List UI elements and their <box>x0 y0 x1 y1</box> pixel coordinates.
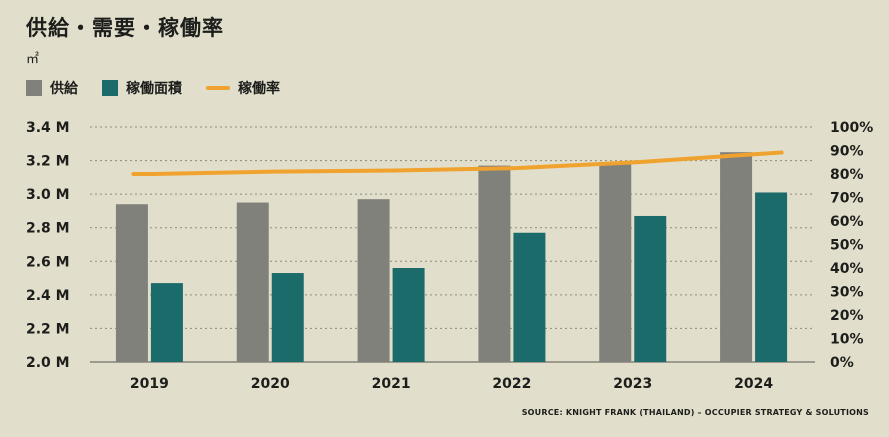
legend-label-supply: 供給 <box>50 81 78 97</box>
unit-label: ㎡ <box>26 52 40 67</box>
x-tick-label: 2022 <box>492 376 531 392</box>
occupancy-rate-line <box>131 150 784 176</box>
y-right-tick-label: 50% <box>830 238 864 254</box>
y-right-tick-label: 90% <box>830 144 864 160</box>
legend-swatch-supply <box>26 80 42 96</box>
legend: 供給 稼働面積 稼働率 <box>26 78 304 98</box>
legend-label-occupancy-rate: 稼働率 <box>238 81 280 97</box>
legend-item-occupancy-rate: 稼働率 <box>206 78 280 98</box>
bar-occupied-area <box>634 215 667 362</box>
bar-supply <box>599 162 632 362</box>
y-left-tick-label: 3.2 M <box>26 154 70 170</box>
y-right-tick-label: 30% <box>830 285 864 301</box>
y-right-tick-label: 80% <box>830 167 864 183</box>
y-right-tick-label: 0% <box>830 355 854 371</box>
y-right-tick-label: 60% <box>830 214 864 230</box>
y-left-tick-label: 2.8 M <box>26 221 70 237</box>
bar-occupied-area <box>755 192 788 362</box>
bar-occupied-area <box>392 268 425 362</box>
legend-swatch-occupancy-rate <box>206 86 230 90</box>
y-left-tick-label: 2.2 M <box>26 321 70 337</box>
bar-occupied-area <box>271 273 304 362</box>
bar-supply <box>720 152 753 362</box>
legend-label-occupied-area: 稼働面積 <box>126 81 182 97</box>
bar-supply <box>478 165 511 362</box>
y-right-tick-label: 40% <box>830 261 864 277</box>
y-right-tick-label: 100% <box>830 120 873 136</box>
x-tick-label: 2023 <box>613 376 652 392</box>
y-left-tick-label: 2.6 M <box>26 254 70 270</box>
legend-item-supply: 供給 <box>26 78 78 98</box>
legend-swatch-occupied-area <box>102 80 118 96</box>
y-right-tick-label: 20% <box>830 308 864 324</box>
y-left-tick-label: 3.0 M <box>26 187 70 203</box>
bar-supply <box>357 199 390 362</box>
y-left-tick-label: 3.4 M <box>26 120 70 136</box>
source-note: SOURCE: KNIGHT FRANK (THAILAND) – OCCUPI… <box>521 408 869 417</box>
y-left-tick-label: 2.0 M <box>26 355 70 371</box>
bar-occupied-area <box>513 232 546 362</box>
bar-occupied-area <box>150 283 183 362</box>
y-left-tick-label: 2.4 M <box>26 288 70 304</box>
legend-item-occupied-area: 稼働面積 <box>102 78 182 98</box>
bar-supply <box>236 202 269 362</box>
bar-supply <box>115 204 148 362</box>
x-tick-label: 2021 <box>372 376 411 392</box>
x-tick-label: 2020 <box>251 376 290 392</box>
y-right-tick-label: 10% <box>830 332 864 348</box>
y-right-tick-label: 70% <box>830 191 864 207</box>
x-tick-label: 2024 <box>734 376 773 392</box>
chart-title: 供給・需要・稼働率 <box>26 16 224 40</box>
x-tick-label: 2019 <box>130 376 169 392</box>
